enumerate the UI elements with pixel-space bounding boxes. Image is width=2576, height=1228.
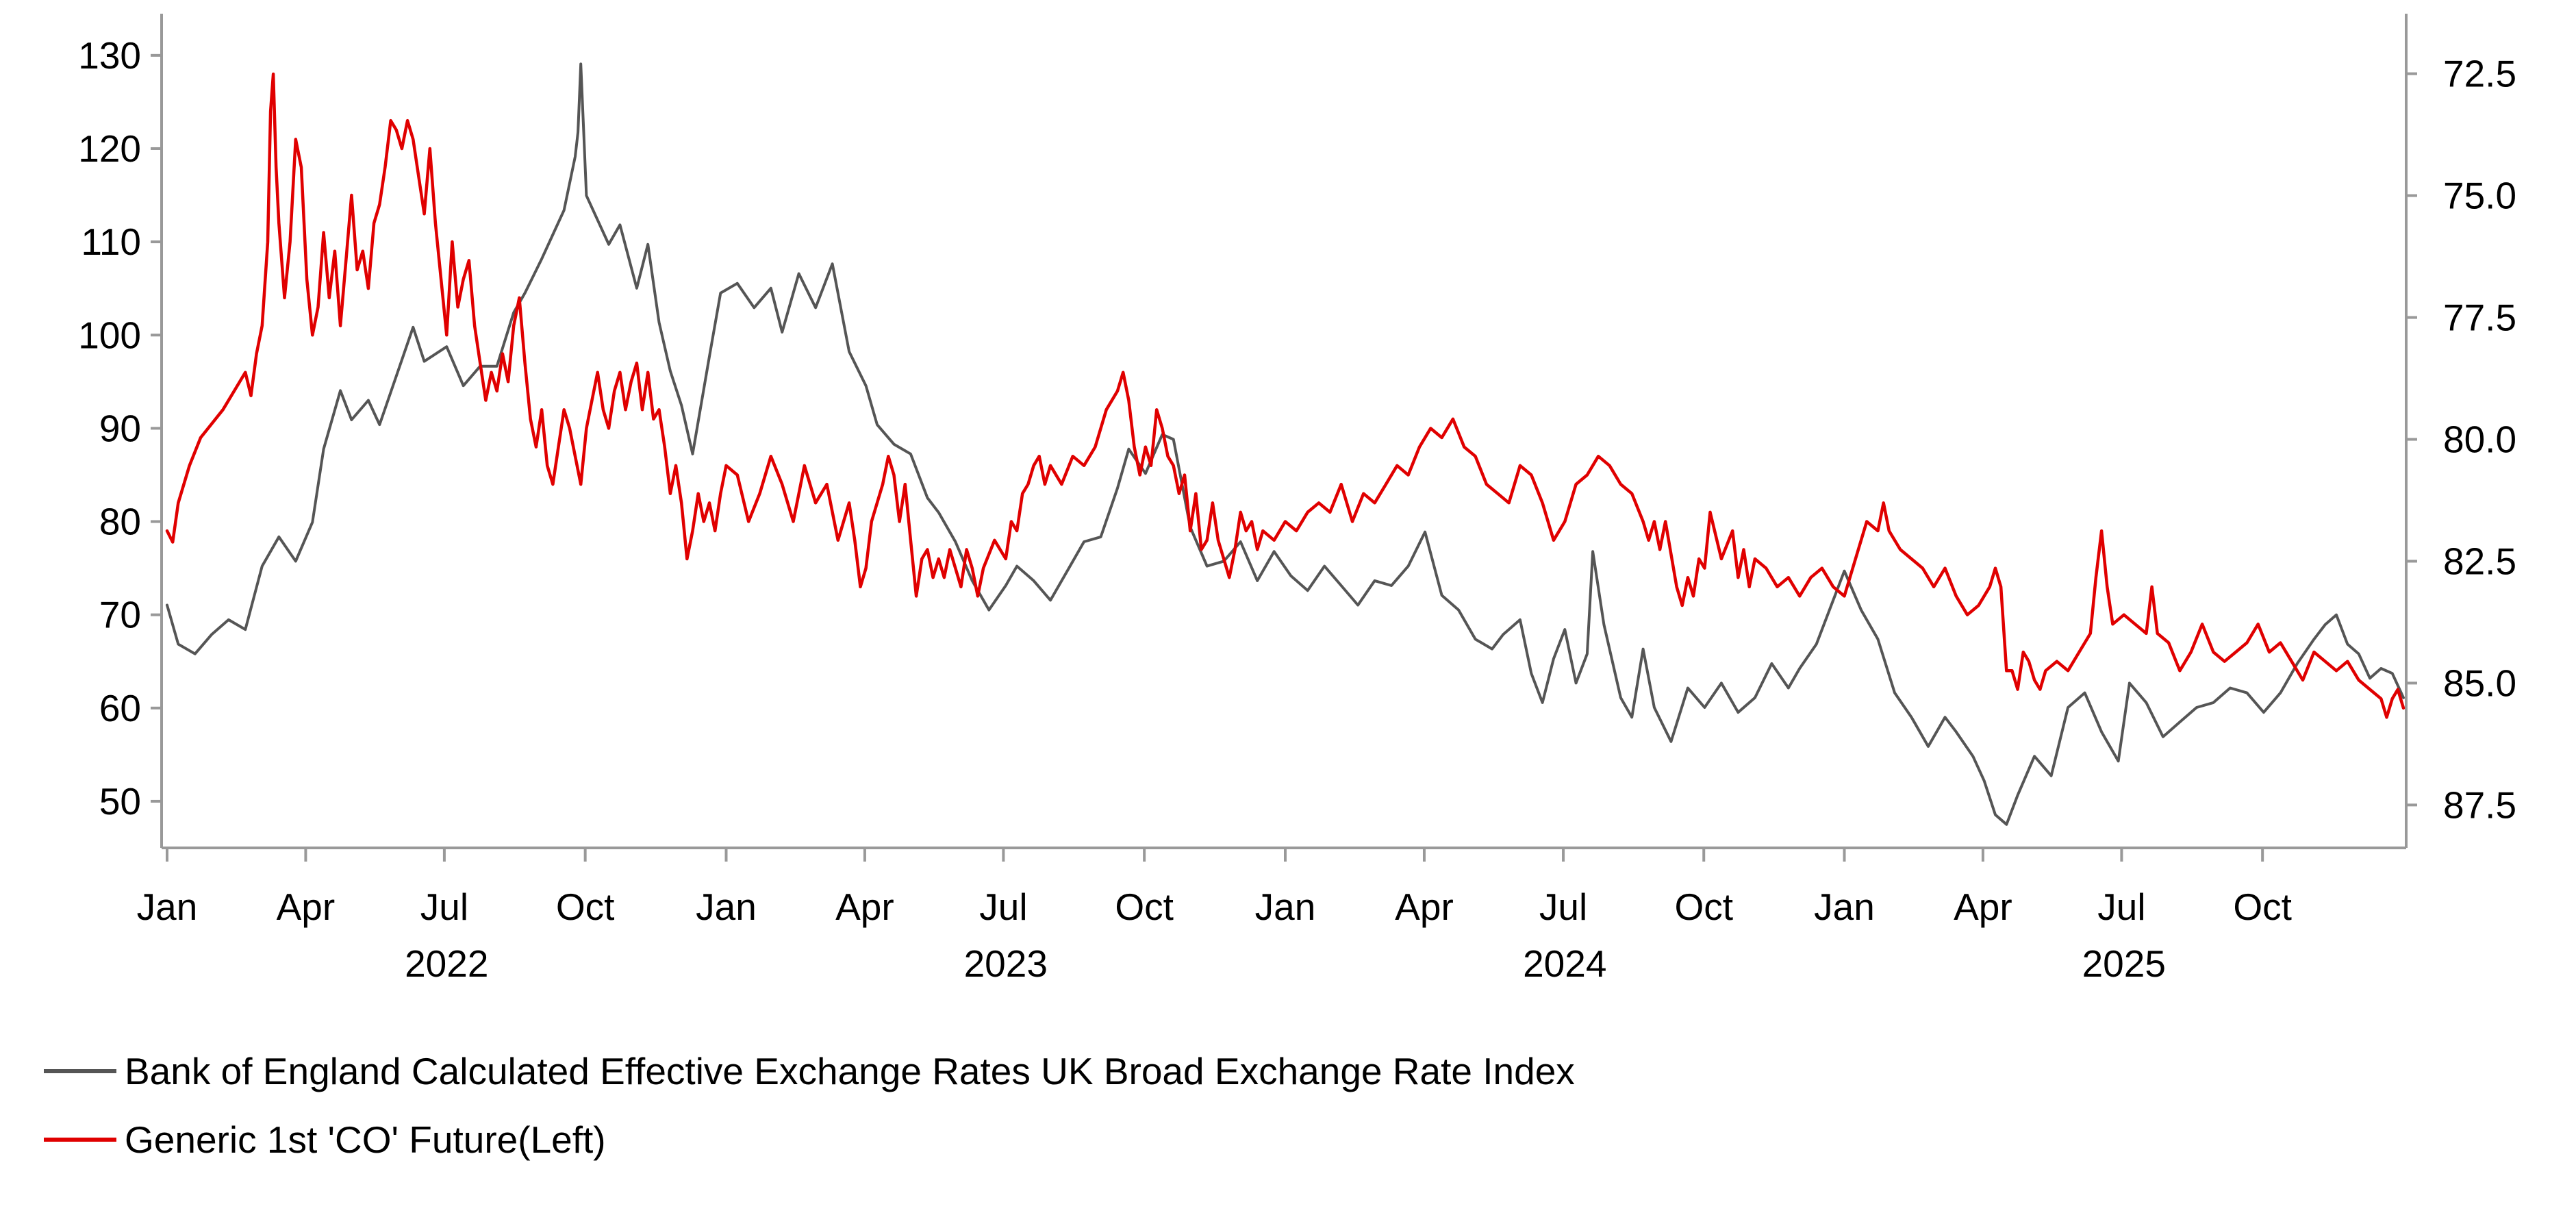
- series-line-co-future: [165, 72, 2405, 719]
- legend-swatch-boe-index: [44, 1069, 116, 1073]
- plot-area: [165, 62, 2405, 826]
- x-year-label: 2025: [2082, 942, 2166, 985]
- right-tick-label: 72.5: [2443, 53, 2516, 95]
- x-axis: Jan Apr Jul Oct Jan Apr Jul Oct Jan Apr Jul Oct Jan A…: [137, 847, 2406, 985]
- x-tick-label: Oct: [556, 886, 615, 928]
- right-tick-label: 87.5: [2443, 784, 2516, 826]
- series-line-boe-index: [166, 62, 2405, 826]
- left-tick-label: 120: [78, 127, 141, 170]
- legend-item-boe-index: Bank of England Calculated Effective Exc…: [44, 1049, 1575, 1093]
- x-year-label: 2024: [1523, 942, 1606, 985]
- right-axis: 72.5 75.0 77.5 80.0 82.5 85.0 87.5: [2405, 14, 2516, 848]
- x-tick-label: Apr: [1954, 886, 2012, 928]
- x-year-label: 2022: [405, 942, 488, 985]
- x-tick-label: Jul: [2097, 886, 2145, 928]
- left-tick-label: 100: [78, 314, 141, 356]
- x-tick-label: Jul: [979, 886, 1027, 928]
- right-tick-label: 80.0: [2443, 418, 2516, 460]
- x-tick-label: Apr: [277, 886, 336, 928]
- x-tick-label: Jan: [1814, 886, 1875, 928]
- left-tick-label: 70: [99, 594, 141, 636]
- right-tick-label: 75.0: [2443, 175, 2516, 217]
- x-tick-label: Oct: [2233, 886, 2292, 928]
- x-tick-label: Oct: [1674, 886, 1733, 928]
- left-tick-label: 130: [78, 34, 141, 77]
- x-year-label: 2023: [964, 942, 1048, 985]
- legend-label-boe-index: Bank of England Calculated Effective Exc…: [125, 1050, 1575, 1092]
- x-tick-label: Jan: [696, 886, 757, 928]
- right-tick-label: 77.5: [2443, 297, 2516, 339]
- x-tick-label: Jan: [137, 886, 198, 928]
- legend-swatch-co-future: [44, 1138, 116, 1142]
- x-tick-label: Jan: [1255, 886, 1316, 928]
- x-tick-label: Jul: [1539, 886, 1587, 928]
- x-tick-label: Oct: [1115, 886, 1174, 928]
- left-tick-label: 110: [81, 221, 141, 263]
- left-tick-label: 50: [99, 780, 141, 823]
- left-tick-label: 80: [99, 501, 141, 543]
- left-axis: 50 60 70 80 90 100 110 120 130: [78, 14, 163, 848]
- chart-canvas: 50 60 70 80 90 100 110 120 130 72.5 75.0 77.5 80.0 8…: [78, 14, 2516, 985]
- legend-label-co-future: Generic 1st 'CO' Future(Left): [125, 1118, 606, 1161]
- x-tick-label: Jul: [420, 886, 468, 928]
- legend-item-co-future: Generic 1st 'CO' Future(Left): [44, 1118, 606, 1162]
- left-tick-label: 90: [99, 407, 141, 449]
- left-tick-label: 60: [99, 687, 141, 729]
- x-tick-label: Apr: [835, 886, 894, 928]
- x-tick-label: Apr: [1395, 886, 1454, 928]
- right-tick-label: 85.0: [2443, 662, 2516, 704]
- right-tick-label: 82.5: [2443, 540, 2516, 582]
